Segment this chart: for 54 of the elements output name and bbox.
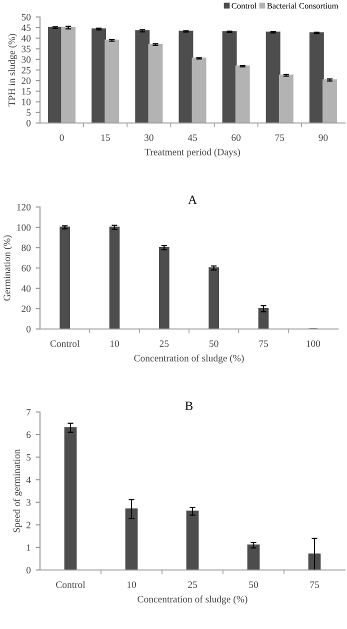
x-tick-label: 10	[110, 340, 119, 347]
y-tick-label: 40	[21, 285, 31, 292]
y-tick-label: 10	[22, 98, 31, 106]
x-tick-label: 50	[249, 581, 258, 588]
x-tick-label: 25	[160, 340, 169, 347]
y-tick-label: 2	[26, 522, 30, 528]
y-tick-label: 1	[26, 544, 30, 551]
y-tick-label: 120	[17, 204, 31, 210]
x-tick-label: 15	[101, 134, 110, 141]
text: B	[185, 402, 193, 410]
y-tick-label: 4	[26, 476, 31, 484]
y-tick-label: 45	[21, 24, 31, 32]
x-tick-label: 25	[188, 581, 197, 588]
y-tick-label: 0	[26, 326, 31, 332]
y-tick-label: 40	[21, 35, 31, 42]
x-tick-label: 10	[127, 581, 136, 588]
x-tick-label: 75	[275, 134, 284, 141]
x-axis-title: Concentration of sludge (%)	[134, 354, 244, 364]
y-tick-label: 20	[22, 78, 31, 84]
x-tick-label: 0	[60, 134, 64, 141]
x-tick-label: 90	[318, 134, 328, 141]
legend-label: Bacterial Consortium	[267, 2, 338, 9]
x-tick-label: 50	[210, 340, 218, 347]
text: A	[188, 196, 197, 204]
y-tick-label: 6	[26, 432, 31, 438]
x-tick-label: 75	[259, 340, 268, 347]
x-tick-label: 45	[188, 134, 197, 141]
x-tick-label: 30	[144, 134, 154, 141]
y-axis-title: Speed of germination	[13, 449, 22, 532]
x-axis-title: Concentration of sludge (%)	[138, 595, 248, 604]
y-tick-label: 5	[26, 454, 31, 461]
y-tick-label: 0	[26, 566, 31, 574]
x-tick-label: Control	[56, 581, 86, 588]
y-tick-label: 3	[26, 499, 31, 506]
y-tick-label: 35	[22, 46, 31, 52]
y-axis-title: TPH in sludge (%)	[8, 34, 18, 106]
x-tick-label: 60	[232, 134, 241, 141]
y-tick-label: 30	[22, 56, 31, 63]
x-tick-label: Control	[50, 340, 80, 347]
y-tick-label: 0	[26, 120, 31, 126]
y-tick-label: 5	[26, 109, 31, 116]
legend-label: Control	[232, 2, 257, 9]
y-tick-label: 7	[26, 409, 31, 416]
y-tick-label: 15	[22, 88, 31, 95]
y-tick-label: 20	[22, 306, 31, 312]
y-tick-label: 60	[22, 264, 31, 272]
y-tick-label: 80	[22, 244, 31, 252]
x-tick-label: 75	[310, 581, 319, 588]
y-tick-label: 25	[22, 66, 31, 74]
x-axis-title: Treatment period (Days)	[144, 148, 240, 158]
y-tick-label: 50	[22, 14, 31, 20]
x-tick-label: 100	[306, 340, 320, 347]
y-tick-label: 100	[17, 224, 31, 231]
y-axis-title: Germination (%)	[3, 235, 12, 301]
